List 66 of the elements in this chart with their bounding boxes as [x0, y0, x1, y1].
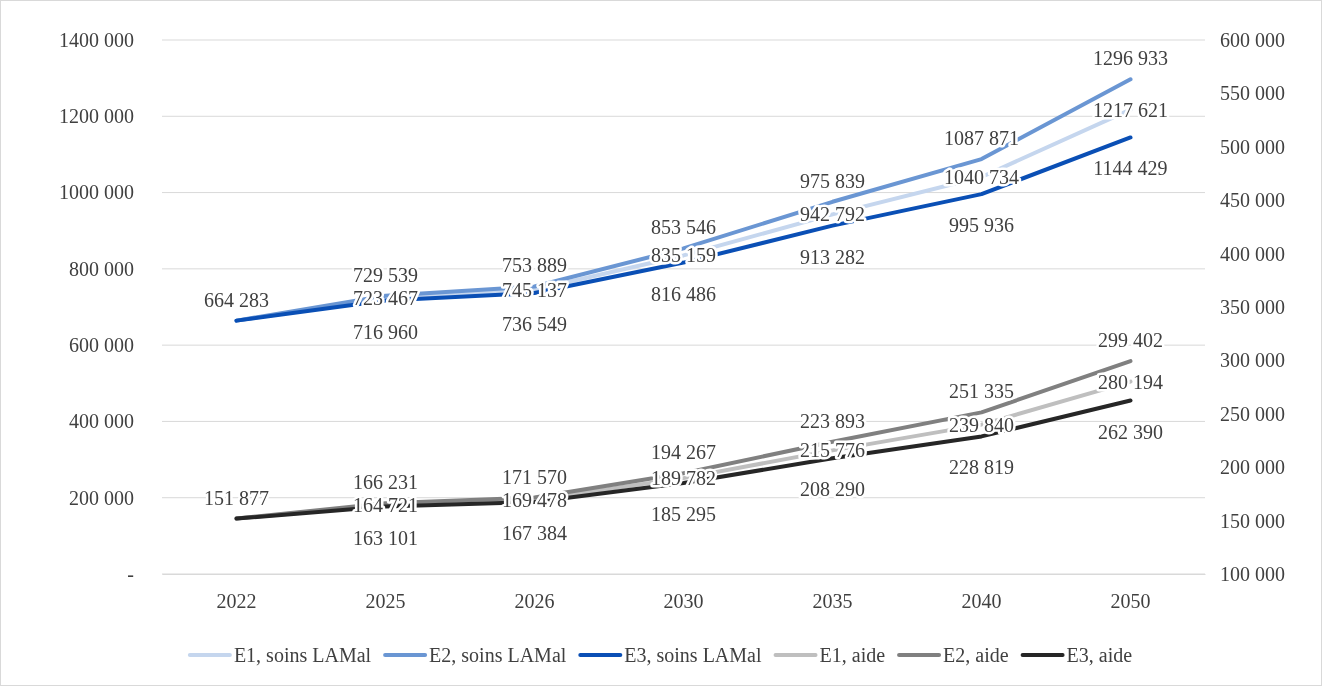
y2-tick-label: 300 000 [1220, 349, 1285, 372]
y2-tick-label: 100 000 [1220, 562, 1285, 585]
x-tick-label: 2025 [365, 590, 406, 613]
y-tick-label: 400 000 [69, 410, 134, 433]
data-label: 223 893 [800, 409, 865, 432]
data-label: 166 231 [353, 471, 418, 494]
legend-label: E3, aide [1066, 644, 1133, 666]
data-label: 753 889 [502, 254, 567, 277]
data-label: 169 478 [502, 488, 567, 511]
x-tick-label: 2030 [663, 590, 704, 613]
data-label: 208 290 [800, 478, 865, 501]
x-tick-label: 2035 [812, 590, 853, 613]
data-label: 171 570 [502, 465, 567, 488]
y2-tick-label: 150 000 [1220, 509, 1285, 532]
y-tick-label: - [127, 562, 134, 585]
data-label: 167 384 [502, 522, 567, 545]
x-tick-label: 2022 [216, 590, 257, 613]
y2-tick-label: 550 000 [1220, 82, 1285, 105]
data-label: 816 486 [651, 282, 716, 305]
data-label: 942 792 [800, 203, 865, 226]
data-label: 723 467 [353, 287, 418, 310]
data-label: 729 539 [353, 263, 418, 286]
y-tick-label: 600 000 [69, 334, 134, 357]
data-label: 163 101 [353, 526, 418, 549]
data-label: 299 402 [1098, 329, 1163, 352]
data-label: 664 283 [204, 288, 269, 311]
y-tick-label: 1400 000 [59, 28, 134, 51]
data-label: 228 819 [949, 456, 1014, 479]
data-label: 995 936 [949, 214, 1014, 237]
y2-tick-label: 500 000 [1220, 135, 1285, 158]
data-label: 280 194 [1098, 370, 1163, 393]
x-tick-label: 2026 [514, 590, 555, 613]
data-label: 164 721 [353, 493, 418, 516]
data-label: 151 877 [204, 486, 269, 509]
y-tick-label: 800 000 [69, 257, 134, 280]
data-label: 194 267 [651, 441, 716, 464]
data-label: 975 839 [800, 169, 865, 192]
y2-tick-label: 600 000 [1220, 28, 1285, 51]
y-tick-label: 1000 000 [59, 181, 134, 204]
data-label: 262 390 [1098, 420, 1163, 443]
data-label: 736 549 [502, 313, 567, 336]
y2-tick-label: 250 000 [1220, 402, 1285, 425]
legend-label: E1, aide [819, 644, 886, 666]
legend-label: E1, soins LAMal [233, 644, 372, 666]
data-label: 1217 621 [1093, 98, 1168, 121]
y2-tick-label: 200 000 [1220, 456, 1285, 479]
y2-tick-label: 450 000 [1220, 189, 1285, 212]
data-label: 185 295 [651, 502, 716, 525]
data-label: 239 840 [949, 413, 1014, 436]
x-tick-label: 2050 [1110, 590, 1151, 613]
y2-tick-label: 350 000 [1220, 295, 1285, 318]
data-label: 1296 933 [1093, 47, 1168, 70]
y2-tick-label: 400 000 [1220, 242, 1285, 265]
legend-label: E2, aide [943, 644, 1009, 666]
y-tick-label: 200 000 [69, 486, 134, 509]
legend-label: E2, soins LAMal [429, 644, 567, 666]
data-label: 913 282 [800, 245, 865, 268]
data-label: 1087 871 [944, 127, 1019, 150]
x-tick-label: 2040 [961, 590, 1002, 613]
data-label: 716 960 [353, 320, 418, 343]
data-label: 1040 734 [944, 166, 1019, 189]
data-label: 251 335 [949, 380, 1014, 403]
y-tick-label: 1200 000 [59, 105, 134, 128]
data-label: 1144 429 [1093, 157, 1168, 180]
legend-label: E3, soins LAMal [624, 644, 762, 666]
data-label: 853 546 [651, 216, 716, 239]
